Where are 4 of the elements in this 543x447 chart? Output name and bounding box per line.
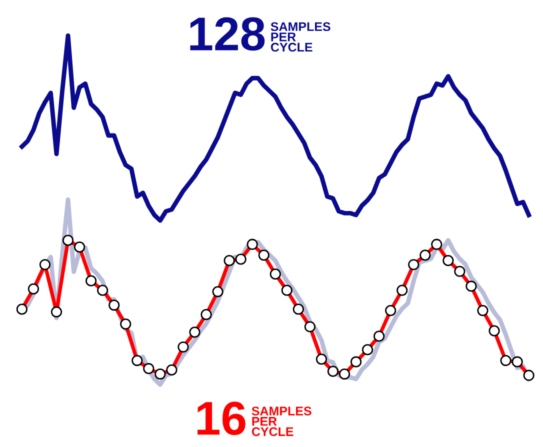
text: SAMPLES PER CYCLE xyxy=(252,406,312,436)
chart-subtitle: SAMPLES PER CYCLE xyxy=(270,22,330,52)
text: 16 xyxy=(198,402,246,436)
chart-title: 128 xyxy=(190,17,265,51)
